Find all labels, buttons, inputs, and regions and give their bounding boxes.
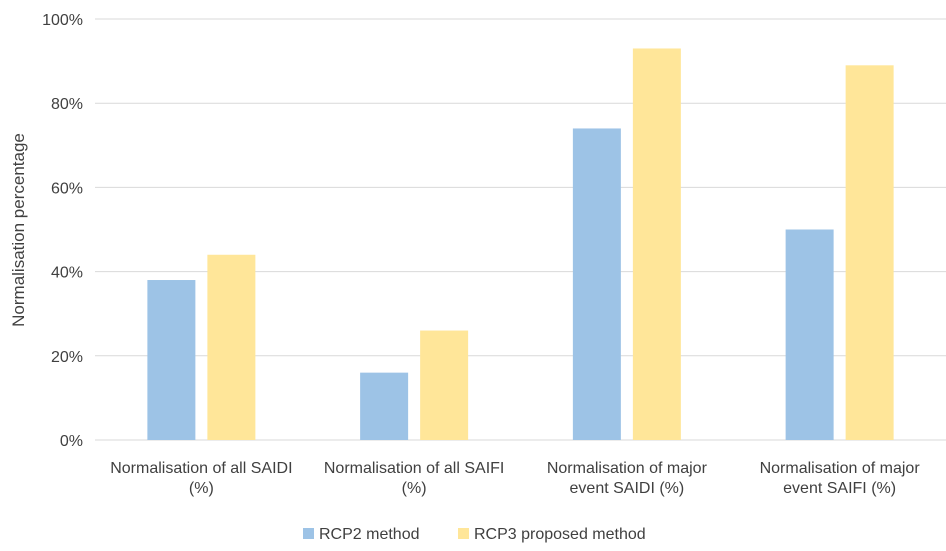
bar-rcp3-4 <box>845 65 894 440</box>
legend-label-rcp2: RCP2 method <box>319 526 420 543</box>
y-tick-label: 0% <box>60 433 83 450</box>
legend: RCP2 method RCP3 proposed method <box>303 526 646 543</box>
bar-rcp3-2 <box>420 330 469 440</box>
legend-swatch-rcp2 <box>303 528 314 539</box>
y-tick-label: 60% <box>51 180 83 197</box>
bar-rcp2-1 <box>147 280 196 440</box>
x-category-label: Normalisation of all SAIFI (%) <box>324 460 505 497</box>
bars <box>147 48 894 440</box>
y-tick-label: 40% <box>51 265 83 282</box>
bar-rcp2-3 <box>572 128 621 440</box>
x-category-label: Normalisation of major event SAIFI (%) <box>760 460 921 497</box>
x-category-label: Normalisation of all SAIDI (%) <box>110 460 292 497</box>
axes: 0% 20% 40% 60% 80% 100% Normalisation of all S… <box>42 12 920 497</box>
y-tick-label: 20% <box>51 349 83 366</box>
legend-label-rcp3: RCP3 proposed method <box>474 526 646 543</box>
y-tick-label: 80% <box>51 96 83 113</box>
x-category-label: Normalisation of major event SAIDI (%) <box>547 460 708 497</box>
legend-swatch-rcp3 <box>458 528 469 539</box>
bar-rcp2-2 <box>360 372 409 440</box>
bar-rcp3-3 <box>632 48 681 440</box>
y-axis-title: Normalisation percentage <box>9 133 28 327</box>
y-tick-label: 100% <box>42 12 83 29</box>
bar-rcp3-1 <box>207 254 256 440</box>
bar-rcp2-4 <box>785 229 834 440</box>
